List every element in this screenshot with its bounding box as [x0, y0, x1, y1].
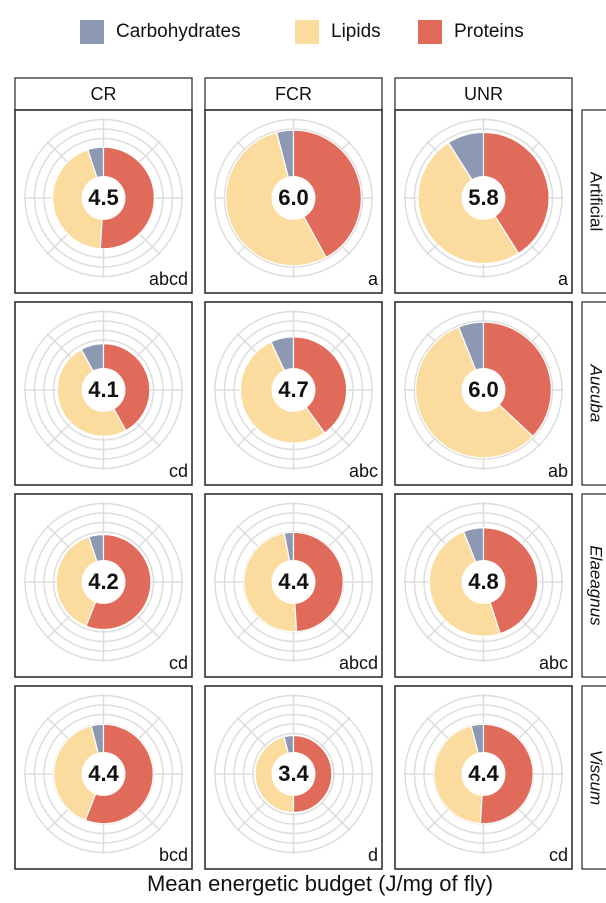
- total-label: 4.8: [468, 569, 499, 594]
- total-label: 4.4: [278, 569, 309, 594]
- donut-hole: [461, 752, 506, 796]
- significance-letter: d: [368, 845, 378, 865]
- significance-letter: abcd: [149, 269, 188, 289]
- column-strip: [14, 77, 193, 111]
- donut-segment: [99, 146, 155, 250]
- significance-letter: bcd: [159, 845, 188, 865]
- row-label: Viscum: [587, 750, 606, 805]
- legend-label: Proteins: [454, 21, 524, 42]
- total-label: 4.1: [88, 377, 119, 402]
- total-label: 4.5: [88, 185, 119, 210]
- legend-label: Carbohydrates: [116, 21, 241, 42]
- significance-letter: cd: [549, 845, 568, 865]
- column-label: CR: [91, 84, 117, 104]
- column-label: UNR: [464, 84, 503, 104]
- donut-hole: [271, 176, 316, 220]
- donut-hole: [81, 560, 126, 604]
- column-label: FCR: [275, 84, 312, 104]
- row-strip: [581, 109, 606, 294]
- total-label: 6.0: [468, 377, 499, 402]
- donut-segment: [482, 527, 539, 635]
- donut-segment: [479, 723, 534, 825]
- donut-segment: [292, 129, 362, 259]
- significance-letter: abcd: [339, 653, 378, 673]
- significance-letter: a: [558, 269, 569, 289]
- total-label: 4.7: [278, 377, 309, 402]
- column-strip: [204, 77, 383, 111]
- significance-letter: abc: [539, 653, 568, 673]
- row-label: Elaeagnus: [587, 545, 606, 626]
- legend-swatch: [418, 20, 442, 44]
- x-axis-label: Mean energetic budget (J/mg of fly): [147, 871, 493, 896]
- donut-hole: [81, 368, 126, 412]
- donut-hole: [461, 176, 506, 220]
- row-strip: [581, 685, 606, 870]
- donut-segment: [243, 532, 298, 633]
- row-strip: [581, 493, 606, 678]
- legend-label: Lipids: [331, 21, 381, 42]
- row-strip: [581, 301, 606, 486]
- donut-hole: [81, 752, 126, 796]
- donut-segment: [292, 531, 344, 633]
- total-label: 6.0: [278, 185, 309, 210]
- donut-segment: [55, 536, 105, 627]
- donut-hole: [461, 368, 506, 412]
- row-label: Artificial: [587, 172, 606, 232]
- donut-segment: [52, 148, 105, 250]
- total-label: 3.4: [278, 761, 309, 786]
- legend-swatch: [295, 20, 319, 44]
- donut-segment: [292, 336, 348, 434]
- significance-letter: a: [368, 269, 379, 289]
- donut-hole: [271, 752, 316, 796]
- significance-letter: cd: [169, 653, 188, 673]
- donut-segment: [482, 131, 550, 255]
- total-label: 4.4: [88, 761, 119, 786]
- donut-segment: [482, 321, 552, 438]
- donut-hole: [271, 560, 316, 604]
- legend-swatch: [80, 20, 104, 44]
- donut-hole: [81, 176, 126, 220]
- significance-letter: cd: [169, 461, 188, 481]
- row-label: Aucuba: [587, 364, 606, 423]
- total-label: 5.8: [468, 185, 499, 210]
- donut-segment: [102, 343, 151, 432]
- donut-segment: [433, 725, 485, 825]
- significance-letter: abc: [349, 461, 378, 481]
- donut-segment: [53, 725, 105, 822]
- total-label: 4.4: [468, 761, 499, 786]
- significance-letter: ab: [548, 461, 568, 481]
- total-label: 4.2: [88, 569, 119, 594]
- donut-hole: [461, 560, 506, 604]
- donut-hole: [271, 368, 316, 412]
